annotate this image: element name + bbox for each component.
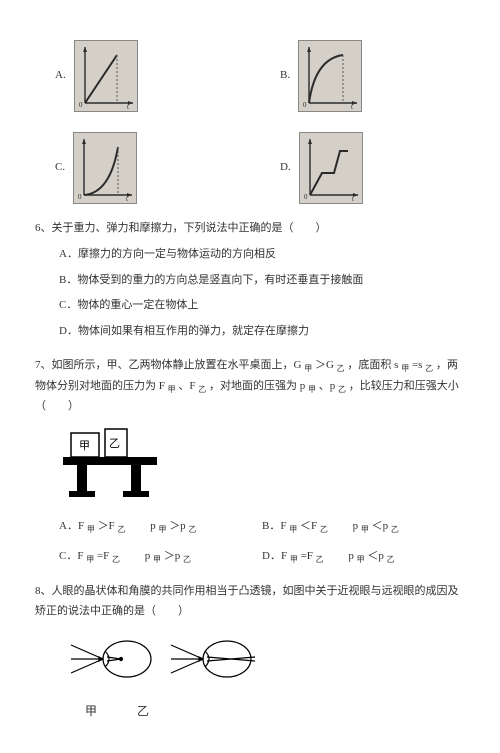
q8-label-jia: 甲 [85,704,137,718]
svg-text:甲: 甲 [79,440,90,452]
q8-labels: 甲乙 [85,701,465,723]
q7-option-a: A．F 甲 ＞F 乙 p 甲 ＞p 乙 [59,517,262,538]
q6-option-a: A．摩擦力的方向一定与物体运动的方向相反 [59,245,465,265]
graph-label-a: A. [55,66,66,86]
svg-text:t: t [127,103,129,111]
graph-box-a: 0 t [74,40,138,112]
q8-stem: 8、人眼的晶状体和角膜的共同作用相当于凸透镜，如图中关于近视眼与远视眼的成因及矫… [35,582,465,622]
svg-text:0: 0 [79,101,83,109]
question-7: 7、如图所示，甲、乙两物体静止放置在水平桌面上，G 甲 ＞G 乙 ，底面积 s … [35,356,465,568]
svg-text:乙: 乙 [109,437,120,450]
q7-option-b: B．F 甲 ＜F 乙 p 甲 ＜p 乙 [262,517,465,538]
q7-stem: 7、如图所示，甲、乙两物体静止放置在水平桌面上，G 甲 ＞G 乙 ，底面积 s … [35,356,465,417]
graph-item-d: D. 0 t [280,132,445,204]
graph-item-c: C. 0 t [55,132,220,204]
q6-option-b: B．物体受到的重力的方向总是竖直向下，有时还垂直于接触面 [59,271,465,291]
question-6: 6、关于重力、弹力和摩擦力，下列说法中正确的是（ ） A．摩擦力的方向一定与物体… [35,219,465,342]
graph-box-b: 0 t [298,40,362,112]
q7-diagram: 甲 乙 [59,427,465,507]
question-8: 8、人眼的晶状体和角膜的共同作用相当于凸透镜，如图中关于近视眼与远视眼的成因及矫… [35,582,465,723]
q5-graph-grid: A. 0 t B. 0 t [55,40,445,204]
graph-item-b: B. 0 t [280,40,445,112]
q6-options: A．摩擦力的方向一定与物体运动的方向相反 B．物体受到的重力的方向总是竖直向下，… [59,245,465,342]
q6-option-d: D．物体间如果有相互作用的弹力，就定存在摩擦力 [59,322,465,342]
svg-text:0: 0 [303,101,307,109]
q8-label-yi: 乙 [137,704,189,718]
graph-label-c: C. [55,158,65,178]
graph-box-c: 0 t [73,132,137,204]
svg-text:0: 0 [78,193,82,201]
q7-option-d: D．F 甲 =F 乙 p 甲 ＜p 乙 [262,547,465,568]
graph-label-b: B. [280,66,290,86]
svg-text:0: 0 [304,193,308,201]
svg-text:t: t [352,195,354,203]
q7-options: A．F 甲 ＞F 乙 p 甲 ＞p 乙 B．F 甲 ＜F 乙 p 甲 ＜p 乙 … [59,517,465,568]
svg-text:t: t [351,103,353,111]
q8-diagram [69,631,465,697]
graph-label-d: D. [280,158,291,178]
q6-stem: 6、关于重力、弹力和摩擦力，下列说法中正确的是（ ） [35,219,465,239]
graph-item-a: A. 0 t [55,40,220,112]
svg-text:t: t [126,195,128,203]
q7-option-c: C．F 甲 =F 乙 p 甲 ＞p 乙 [59,547,262,568]
graph-box-d: 0 t [299,132,363,204]
q6-option-c: C．物体的重心一定在物体上 [59,296,465,316]
